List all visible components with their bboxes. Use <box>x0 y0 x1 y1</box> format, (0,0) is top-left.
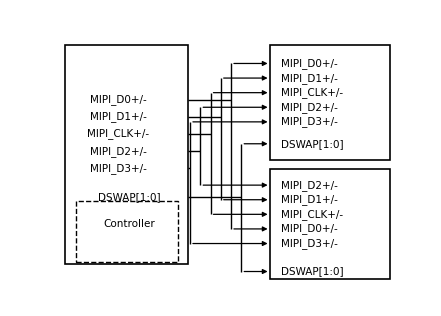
Text: MIPI_D0+/-: MIPI_D0+/- <box>281 223 337 234</box>
Text: MIPI_D3+/-: MIPI_D3+/- <box>281 116 337 127</box>
Text: Controller: Controller <box>103 219 155 229</box>
Text: MIPI_D0+/-: MIPI_D0+/- <box>90 94 147 106</box>
Text: MIPI_D1+/-: MIPI_D1+/- <box>90 112 147 123</box>
Text: DSWAP[1:0]: DSWAP[1:0] <box>281 139 344 149</box>
Text: DSWAP[1:0]: DSWAP[1:0] <box>97 192 160 202</box>
Text: MIPI_CLK+/-: MIPI_CLK+/- <box>87 129 149 139</box>
Text: MIPI_D1+/-: MIPI_D1+/- <box>281 73 337 83</box>
Text: MIPI_D2+/-: MIPI_D2+/- <box>281 102 337 113</box>
Text: MIPI_D3+/-: MIPI_D3+/- <box>90 163 147 173</box>
Text: MIPI_D2+/-: MIPI_D2+/- <box>281 180 337 191</box>
Text: MIPI_CLK+/-: MIPI_CLK+/- <box>281 87 343 98</box>
Text: MIPI_D1+/-: MIPI_D1+/- <box>281 194 337 205</box>
Text: MIPI_D0+/-: MIPI_D0+/- <box>281 58 337 69</box>
Text: MIPI_CLK+/-: MIPI_CLK+/- <box>281 209 343 220</box>
Text: MIPI_D2+/-: MIPI_D2+/- <box>90 146 147 156</box>
Text: DSWAP[1:0]: DSWAP[1:0] <box>281 266 344 276</box>
Text: MIPI_D3+/-: MIPI_D3+/- <box>281 238 337 249</box>
